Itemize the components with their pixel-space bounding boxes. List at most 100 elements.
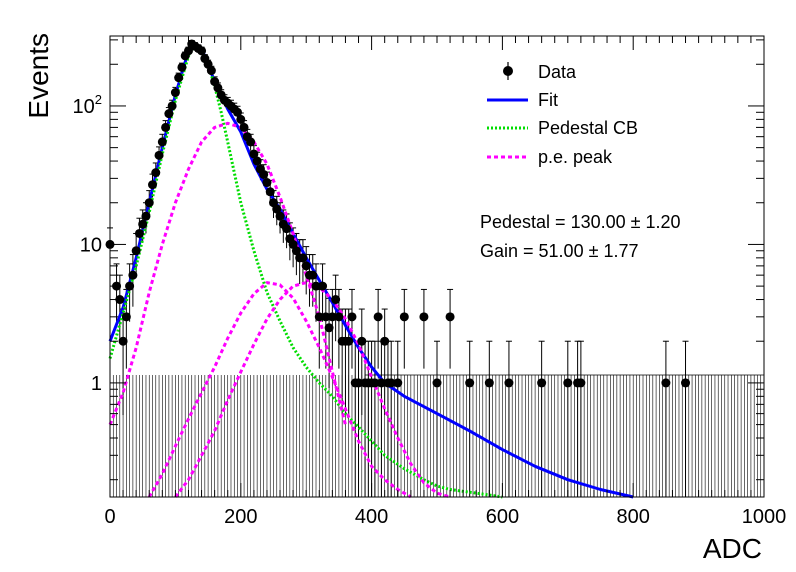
data-point <box>213 83 223 93</box>
legend-label-data: Data <box>538 62 577 82</box>
data-point <box>128 270 138 280</box>
legend-label-pedestal: Pedestal CB <box>538 118 638 138</box>
x-axis-title: ADC <box>703 533 762 564</box>
legend-label-fit: Fit <box>538 90 558 110</box>
data-point <box>298 253 308 263</box>
legend-entry-pedestal: Pedestal CB <box>487 118 638 138</box>
data-point <box>121 312 131 322</box>
data-point <box>373 312 383 322</box>
data-point <box>327 312 337 322</box>
data-point <box>154 150 164 160</box>
legend-label-pe-peak: p.e. peak <box>538 147 613 167</box>
data-point <box>138 219 148 229</box>
data-point <box>357 336 367 346</box>
data-point <box>484 378 494 388</box>
legend-entry-data: Data <box>503 62 577 82</box>
data-point <box>115 295 125 305</box>
data-point <box>314 312 324 322</box>
data-point <box>399 312 409 322</box>
error-bars <box>107 40 765 497</box>
legend-entry-fit: Fit <box>487 90 558 110</box>
data-point <box>183 46 193 56</box>
data-point <box>661 378 671 388</box>
data-point <box>370 378 380 388</box>
x-tick-label: 400 <box>355 506 388 528</box>
x-tick-label: 0 <box>104 506 115 528</box>
y-tick-label: 102 <box>73 92 102 118</box>
legend: Data Fit Pedestal CB p.e. peak <box>487 62 638 167</box>
data-point <box>259 169 269 179</box>
data-point <box>386 378 396 388</box>
data-point <box>161 122 171 132</box>
data-point <box>177 62 187 72</box>
data-point <box>197 46 207 56</box>
data-point <box>311 281 321 291</box>
curve-pedestal-cb <box>108 44 503 499</box>
data-point <box>419 312 429 322</box>
tick-labels: 0 200 400 600 800 1000 1 10 102 <box>73 92 787 528</box>
axes <box>109 35 765 498</box>
data-point <box>324 323 334 333</box>
data-point <box>144 198 154 208</box>
data-point <box>576 378 586 388</box>
data-point <box>167 101 177 111</box>
data-point <box>344 336 354 346</box>
data-point <box>233 107 243 117</box>
data-point <box>334 312 344 322</box>
data-point <box>262 178 272 188</box>
data-point <box>308 270 318 280</box>
data-point <box>321 312 331 322</box>
data-point <box>291 246 301 256</box>
data-point <box>465 378 475 388</box>
data-point <box>380 336 390 346</box>
data-point <box>282 224 292 234</box>
data-point <box>246 137 256 147</box>
data-point <box>249 149 259 159</box>
y-axis-title: Events <box>23 33 54 119</box>
y-tick-label: 1 <box>91 373 102 395</box>
data-point <box>275 211 285 221</box>
y-tick-label: 10 <box>80 234 102 256</box>
data-point <box>134 228 144 238</box>
x-tick-label: 1000 <box>742 506 787 528</box>
data-point <box>504 378 514 388</box>
legend-marker-data <box>503 66 513 76</box>
annotation-pedestal: Pedestal = 130.00 ± 1.20 <box>480 212 681 232</box>
data-point <box>681 378 691 388</box>
data-point <box>252 156 262 166</box>
data-point <box>170 88 180 98</box>
data-point <box>563 378 573 388</box>
data-point <box>445 312 455 322</box>
data-point <box>347 312 357 322</box>
data-point <box>174 73 184 83</box>
data-point <box>432 378 442 388</box>
data-points <box>105 39 691 388</box>
data-point <box>354 378 364 388</box>
data-point <box>393 378 403 388</box>
data-point <box>537 378 547 388</box>
data-point <box>148 180 158 190</box>
curve-p-e-peak <box>147 281 412 499</box>
x-tick-label: 200 <box>224 506 257 528</box>
data-point <box>239 122 249 132</box>
x-tick-label: 800 <box>617 506 650 528</box>
data-point <box>151 168 161 178</box>
data-point <box>331 295 341 305</box>
legend-entry-pe-peak: p.e. peak <box>487 147 613 167</box>
data-point <box>376 378 386 388</box>
data-point <box>272 204 282 214</box>
data-point <box>141 211 151 221</box>
curve-p-e-peak <box>174 281 451 499</box>
x-tick-label: 600 <box>486 506 519 528</box>
data-point <box>157 137 167 147</box>
annotation-gain: Gain = 51.00 ± 1.77 <box>480 241 639 261</box>
data-point <box>206 66 216 76</box>
data-point <box>318 281 328 291</box>
data-point <box>236 114 246 124</box>
data-point <box>164 109 174 119</box>
data-point <box>131 246 141 256</box>
data-point <box>118 336 128 346</box>
data-point <box>125 281 135 291</box>
data-point <box>265 187 275 197</box>
